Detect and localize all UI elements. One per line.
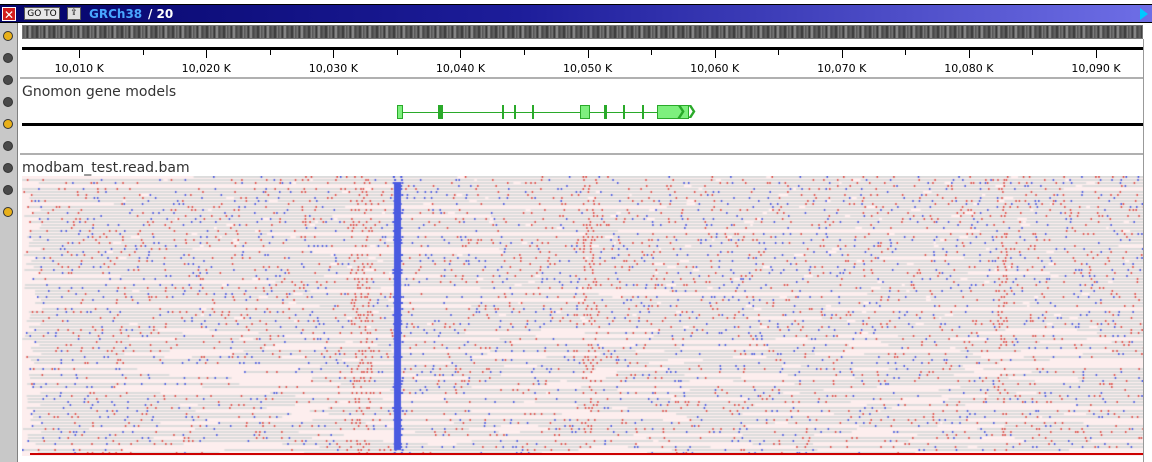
ruler-tick-label: 10,090 K xyxy=(1071,62,1121,75)
ruler-tick-label: 10,050 K xyxy=(562,62,613,75)
close-icon[interactable]: ✕ xyxy=(2,7,16,22)
read-pileup-canvas[interactable] xyxy=(22,176,1143,456)
dark-dot-icon[interactable] xyxy=(3,163,13,173)
ruler-tick-label: 10,040 K xyxy=(435,62,486,75)
gene-exon[interactable] xyxy=(513,105,517,119)
play-arrow-icon[interactable] xyxy=(1140,8,1148,20)
ruler-tick xyxy=(79,50,81,58)
gold-dot-icon[interactable] xyxy=(3,119,13,129)
ruler-tick xyxy=(1095,50,1097,58)
dark-dot-icon[interactable] xyxy=(3,141,13,151)
ruler-tick-label: 10,010 K xyxy=(54,62,104,75)
ruler-tick xyxy=(778,50,780,55)
track-divider xyxy=(20,153,1143,155)
dark-dot-icon[interactable] xyxy=(3,97,13,107)
ruler-tick xyxy=(651,50,653,55)
strand-chevron-icon: ❯❯ xyxy=(675,104,698,119)
gene-track-label: Gnomon gene models xyxy=(22,84,177,100)
ruler-tick xyxy=(841,50,843,58)
gene-exon[interactable] xyxy=(579,105,591,119)
ruler-tick xyxy=(714,50,716,58)
bam-track-label: modbam_test.read.bam xyxy=(22,160,190,176)
dark-dot-icon[interactable] xyxy=(3,53,13,63)
gene-exon[interactable] xyxy=(437,105,443,119)
ruler-tick xyxy=(968,50,970,58)
gene-exon[interactable] xyxy=(623,105,626,119)
ruler-line xyxy=(22,47,1143,50)
dark-dot-icon[interactable] xyxy=(3,185,13,195)
ruler-tick xyxy=(396,50,398,55)
ruler-tick xyxy=(524,50,526,55)
ruler-tick-label: 10,020 K xyxy=(181,62,231,75)
ruler-tick-label: 10,080 K xyxy=(944,62,994,75)
bam-track-bottom-line xyxy=(30,453,1143,455)
gene-exon[interactable] xyxy=(396,105,404,119)
ruler-tick xyxy=(905,50,907,55)
gene-intron-line xyxy=(396,112,683,113)
ruler-tick xyxy=(460,50,462,58)
gene-track-axis xyxy=(22,123,1143,126)
dark-dot-icon[interactable] xyxy=(3,75,13,85)
ruler-tick xyxy=(206,50,208,58)
upload-icon[interactable]: ⇪ xyxy=(67,7,81,20)
left-toolbar xyxy=(0,23,18,462)
gene-exon[interactable] xyxy=(657,105,690,119)
gene-exon[interactable] xyxy=(531,105,534,119)
ruler-tick-label: 10,070 K xyxy=(817,62,867,75)
ruler-tick-label: 10,030 K xyxy=(308,62,358,75)
ruler-tick xyxy=(269,50,271,55)
title-bar: ✕ GO TO ⇪ GRCh38 / 20 xyxy=(0,4,1152,23)
chromosome-label: / 20 xyxy=(148,7,174,21)
ruler-tick xyxy=(142,50,144,55)
gene-exon[interactable] xyxy=(604,105,607,119)
coordinate-ruler[interactable]: 10,010 K 10,020 K 10,030 K 10,040 K 10,050 K… xyxy=(22,44,1143,78)
gene-exon[interactable] xyxy=(642,105,645,119)
gene-track[interactable]: ❯❯ xyxy=(22,100,1143,130)
track-divider xyxy=(20,77,1143,79)
gold-dot-icon[interactable] xyxy=(3,207,13,217)
ruler-tick-label: 10,060 K xyxy=(690,62,740,75)
ruler-tick xyxy=(1032,50,1034,55)
goto-button[interactable]: GO TO xyxy=(24,7,60,20)
right-border xyxy=(1143,39,1144,462)
gene-exon[interactable] xyxy=(502,105,505,119)
gold-dot-icon[interactable] xyxy=(3,31,13,41)
bam-track[interactable] xyxy=(22,176,1143,456)
chromosome-ideogram[interactable] xyxy=(22,25,1143,39)
ruler-tick xyxy=(587,50,589,58)
ruler-tick xyxy=(333,50,335,58)
assembly-link[interactable]: GRCh38 xyxy=(89,7,143,21)
